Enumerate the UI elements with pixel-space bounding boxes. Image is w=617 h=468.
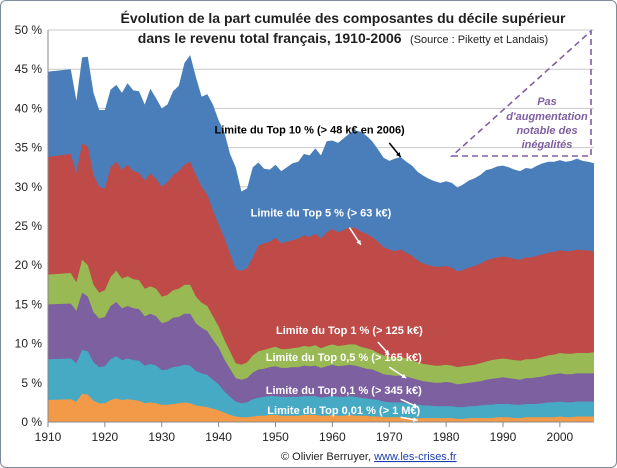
side-note: Pas d'augmentation notable des inégalités	[449, 29, 592, 157]
y-tick-label: 15 %	[15, 297, 43, 311]
chart-title-source: (Source : Piketty et Landais)	[410, 34, 548, 46]
y-tick-label: 5 %	[21, 376, 42, 390]
x-tick-label: 1970	[376, 430, 403, 444]
side-note-triangle	[449, 29, 592, 157]
chart-title-main-part: dans le revenu total français, 1910-2006	[138, 30, 402, 46]
credit-line: © Olivier Berruyer, www.les-crises.fr	[281, 451, 457, 463]
side-note-line: Pas	[537, 96, 557, 108]
annotation-arrowhead	[412, 403, 418, 408]
annotation-arrowhead	[396, 152, 401, 158]
y-tick-label: 35 %	[15, 141, 43, 155]
y-tick-label: 0 %	[21, 415, 42, 429]
annotation-label: Limite du Top 0,1 % (> 345 k€)	[266, 385, 422, 397]
side-note-line: inégalités	[522, 139, 573, 151]
x-tick-label: 1950	[262, 430, 289, 444]
side-note-line: notable des	[516, 125, 577, 137]
x-tick-label: 1960	[319, 430, 346, 444]
y-tick-label: 30 %	[15, 180, 43, 194]
y-tick-label: 20 %	[15, 258, 43, 272]
x-tick-label: 1940	[205, 430, 232, 444]
annotation-label: Limite du Top 10 % (> 48 k€ en 2006)	[215, 124, 406, 136]
x-tick-label: 1980	[433, 430, 460, 444]
chart-title-line1: Évolution de la part cumulée des composa…	[120, 10, 566, 26]
annotation-label: Limite du Top 5 % (> 63 k€)	[251, 208, 392, 220]
y-tick-label: 45 %	[15, 62, 43, 76]
area-series	[48, 55, 594, 422]
y-tick-label: 10 %	[15, 337, 43, 351]
credit-text: © Olivier Berruyer,	[281, 451, 374, 463]
x-tick-label: 2000	[547, 430, 574, 444]
annotations: Limite du Top 10 % (> 48 k€ en 2006) Limi…	[215, 124, 423, 422]
annotation-arrowhead	[384, 349, 390, 355]
area-top-0-01	[48, 393, 594, 422]
annotation-label: Limite du Top 1 % (> 125 k€)	[276, 325, 423, 337]
annotation-arrowhead	[412, 417, 418, 422]
annotation-arrowhead	[401, 373, 407, 379]
y-tick-label: 25 %	[15, 219, 43, 233]
x-tick-label: 1910	[35, 430, 62, 444]
credit-link[interactable]: www.les-crises.fr	[373, 451, 457, 463]
x-tick-label: 1930	[148, 430, 175, 444]
y-tick-label: 50 %	[15, 23, 43, 37]
y-tick-label: 40 %	[15, 101, 43, 115]
annotation-label: Limite du Top 0,5 % (> 165 k€)	[266, 352, 422, 364]
axes: 0 % 5 % 10 % 15 % 20 % 25 % 30 % 35 % 40 % 45 % 50…	[15, 23, 594, 444]
side-note-line: d'augmentation	[506, 111, 588, 123]
x-tick-label: 1990	[490, 430, 517, 444]
annotation-arrowhead	[356, 239, 361, 245]
x-tick-label: 1920	[92, 430, 119, 444]
chart-title-line2: dans le revenu total français, 1910-2006…	[138, 30, 548, 47]
annotation-label: Limite du Top 0,01 % (> 1 M€)	[267, 405, 420, 417]
